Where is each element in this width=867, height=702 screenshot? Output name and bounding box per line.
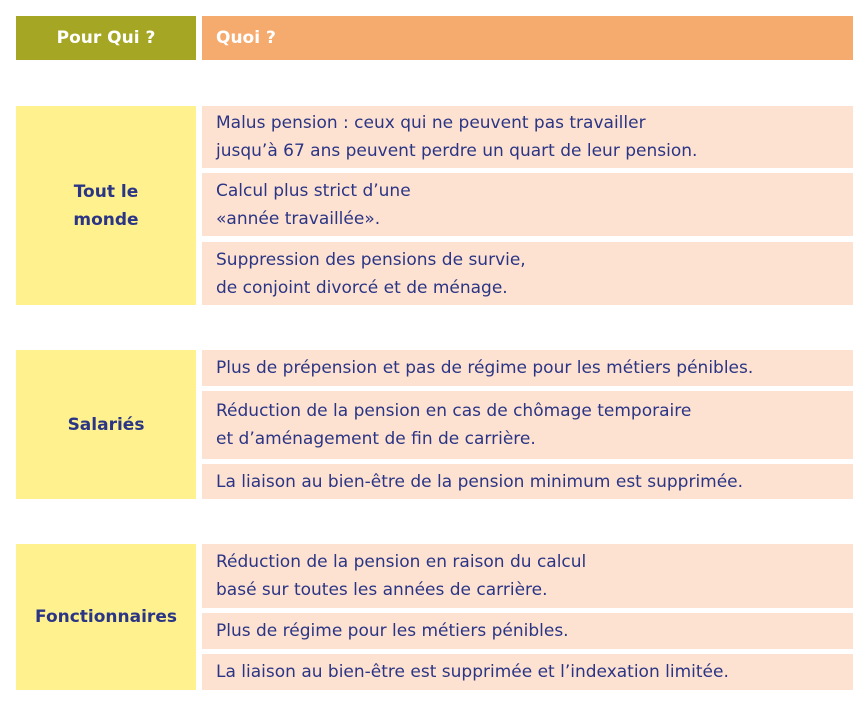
item: Plus de régime pour les métiers pénibles… <box>202 613 853 649</box>
item: Calcul plus strict d’une «année travaill… <box>202 173 853 236</box>
item: Malus pension : ceux qui ne peuvent pas … <box>202 106 853 168</box>
group-label-salaries: Salariés <box>16 350 196 499</box>
item: Réduction de la pension en cas de chômag… <box>202 391 853 459</box>
item: La liaison au bien-être est supprimée et… <box>202 654 853 690</box>
header-pour-qui: Pour Qui ? <box>16 16 196 60</box>
group-label-tout-le-monde: Tout le monde <box>16 106 196 305</box>
group-label-fonctionnaires: Fonctionnaires <box>16 544 196 690</box>
header-quoi: Quoi ? <box>202 16 853 60</box>
item: La liaison au bien-être de la pension mi… <box>202 464 853 499</box>
item: Plus de prépension et pas de régime pour… <box>202 350 853 386</box>
item: Suppression des pensions de survie, de c… <box>202 242 853 305</box>
item: Réduction de la pension en raison du cal… <box>202 544 853 608</box>
